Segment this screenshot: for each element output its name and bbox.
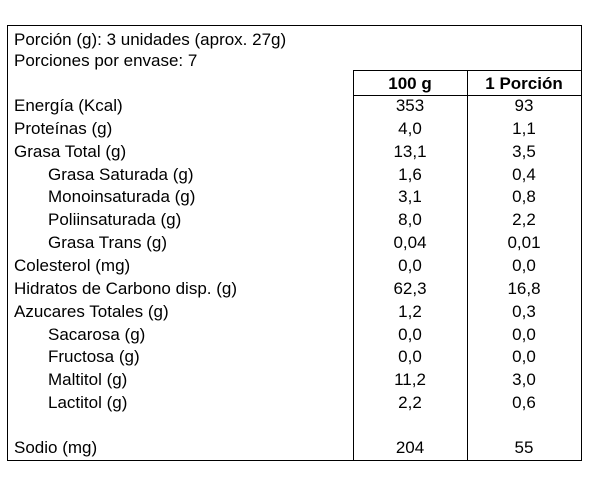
value-per-portion: 0,0 [512, 347, 536, 367]
value-per-portion: 0,0 [512, 324, 536, 344]
header-rule [353, 70, 582, 71]
value-per-100g: 1,2 [398, 301, 422, 321]
row-label: Fructosa (g) [48, 347, 140, 367]
value-per-portion: 0,6 [512, 393, 536, 413]
value-per-100g: 4,0 [398, 118, 422, 138]
value-per-portion: 16,8 [507, 278, 541, 298]
value-per-portion: 55 [514, 437, 534, 457]
value-per-portion: 93 [514, 96, 534, 115]
row-label: Lactitol (g) [48, 393, 128, 413]
value-per-portion: 0,3 [512, 301, 536, 321]
value-per-portion: 1,1 [512, 118, 536, 138]
row-label: Azucares Totales (g) [14, 301, 169, 321]
row-label: Sacarosa (g) [48, 324, 146, 344]
value-per-portion: 3,0 [512, 370, 536, 390]
row-label: Monoinsaturada (g) [48, 187, 196, 207]
value-per-100g: 62,3 [393, 278, 427, 298]
value-per-100g: 204 [395, 437, 425, 457]
value-per-portion: 0,4 [512, 164, 536, 184]
value-per-100g: 2,2 [398, 393, 422, 413]
row-label: Grasa Total (g) [14, 141, 127, 161]
column-header: 100 g [388, 74, 432, 93]
value-per-100g: 0,0 [398, 255, 422, 275]
value-per-portion: 0,8 [512, 187, 536, 207]
servings-per-package: Porciones por envase: 7 [14, 51, 198, 70]
row-label: Energía (Kcal) [14, 96, 123, 115]
row-label: Colesterol (mg) [14, 255, 131, 275]
value-per-100g: 1,6 [398, 164, 422, 184]
serving-size: Porción (g): 3 unidades (aprox. 27g) [14, 30, 287, 49]
value-per-100g: 11,2 [394, 370, 426, 390]
column-header: 1 Porción [485, 74, 563, 93]
header-rule [353, 95, 582, 96]
value-per-100g: 13,1 [393, 141, 427, 161]
value-per-100g: 0,0 [398, 324, 422, 344]
row-label: Hidratos de Carbono disp. (g) [14, 278, 238, 298]
column-divider [353, 70, 354, 460]
value-per-100g: 3,1 [398, 187, 422, 207]
value-per-portion: 2,2 [512, 210, 536, 230]
row-label: Grasa Trans (g) [48, 233, 168, 253]
value-per-portion: 0,01 [507, 233, 541, 253]
value-per-100g: 0,04 [393, 233, 427, 253]
value-per-100g: 0,0 [398, 347, 422, 367]
row-label: Sodio (mg) [14, 437, 98, 457]
row-label: Poliinsaturada (g) [48, 210, 182, 230]
value-per-portion: 3,5 [512, 141, 536, 161]
value-per-100g: 8,0 [398, 210, 422, 230]
value-per-100g: 353 [395, 96, 425, 115]
row-label: Grasa Saturada (g) [48, 164, 194, 184]
table-border [7, 25, 582, 461]
column-divider [467, 70, 468, 460]
row-label: Proteínas (g) [14, 118, 113, 138]
row-label: Maltitol (g) [48, 370, 128, 390]
value-per-portion: 0,0 [512, 255, 536, 275]
